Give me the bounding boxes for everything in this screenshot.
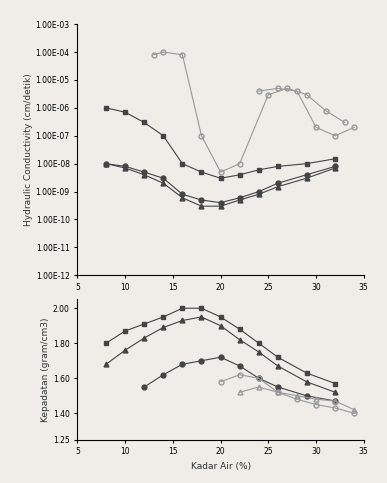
X-axis label: Kadar Air (%): Kadar Air (%) xyxy=(190,462,251,471)
Y-axis label: Kepadatan (gram/cm3): Kepadatan (gram/cm3) xyxy=(41,317,50,422)
Y-axis label: Hydraulic Conductivity (cm/detik): Hydraulic Conductivity (cm/detik) xyxy=(24,73,33,226)
